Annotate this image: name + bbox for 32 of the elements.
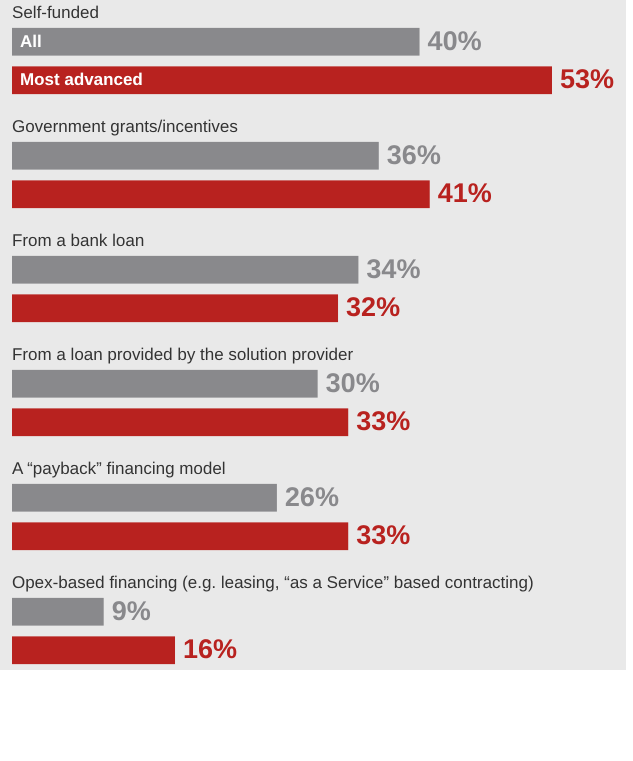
data-label: 33% — [356, 406, 410, 436]
bar — [12, 294, 338, 322]
bar — [12, 28, 420, 56]
y-tick-label: From a bank loan — [12, 231, 144, 250]
bar — [12, 598, 104, 626]
data-label: 34% — [366, 254, 420, 284]
data-label: 26% — [284, 482, 339, 512]
data-label: 16% — [183, 634, 238, 664]
data-label: 30% — [326, 368, 380, 398]
data-label: 32% — [346, 292, 400, 322]
bar — [12, 636, 176, 664]
bar — [12, 484, 277, 512]
y-tick-label: Self-funded — [12, 3, 99, 22]
data-label: 40% — [428, 26, 482, 56]
bar — [12, 522, 348, 550]
bar — [12, 408, 348, 436]
series-label: Most advanced — [20, 70, 143, 90]
data-label: 41% — [438, 178, 492, 208]
data-label: 33% — [356, 520, 410, 550]
y-tick-label: Opex-based financing (e.g. leasing, “as a Service” based contracting) — [12, 573, 534, 592]
series-label: All — [20, 32, 42, 51]
data-label: 36% — [386, 140, 441, 170]
bar — [12, 370, 318, 398]
bar — [12, 142, 379, 170]
y-tick-label: A “payback” financing model — [12, 459, 226, 478]
data-label: 53% — [560, 64, 614, 94]
y-tick-label: Government grants/incentives — [12, 117, 238, 136]
bar — [12, 66, 552, 94]
data-label: 9% — [112, 596, 151, 626]
bar — [12, 256, 358, 284]
y-tick-label: From a loan provided by the solution provider — [12, 345, 354, 364]
bar — [12, 180, 430, 208]
